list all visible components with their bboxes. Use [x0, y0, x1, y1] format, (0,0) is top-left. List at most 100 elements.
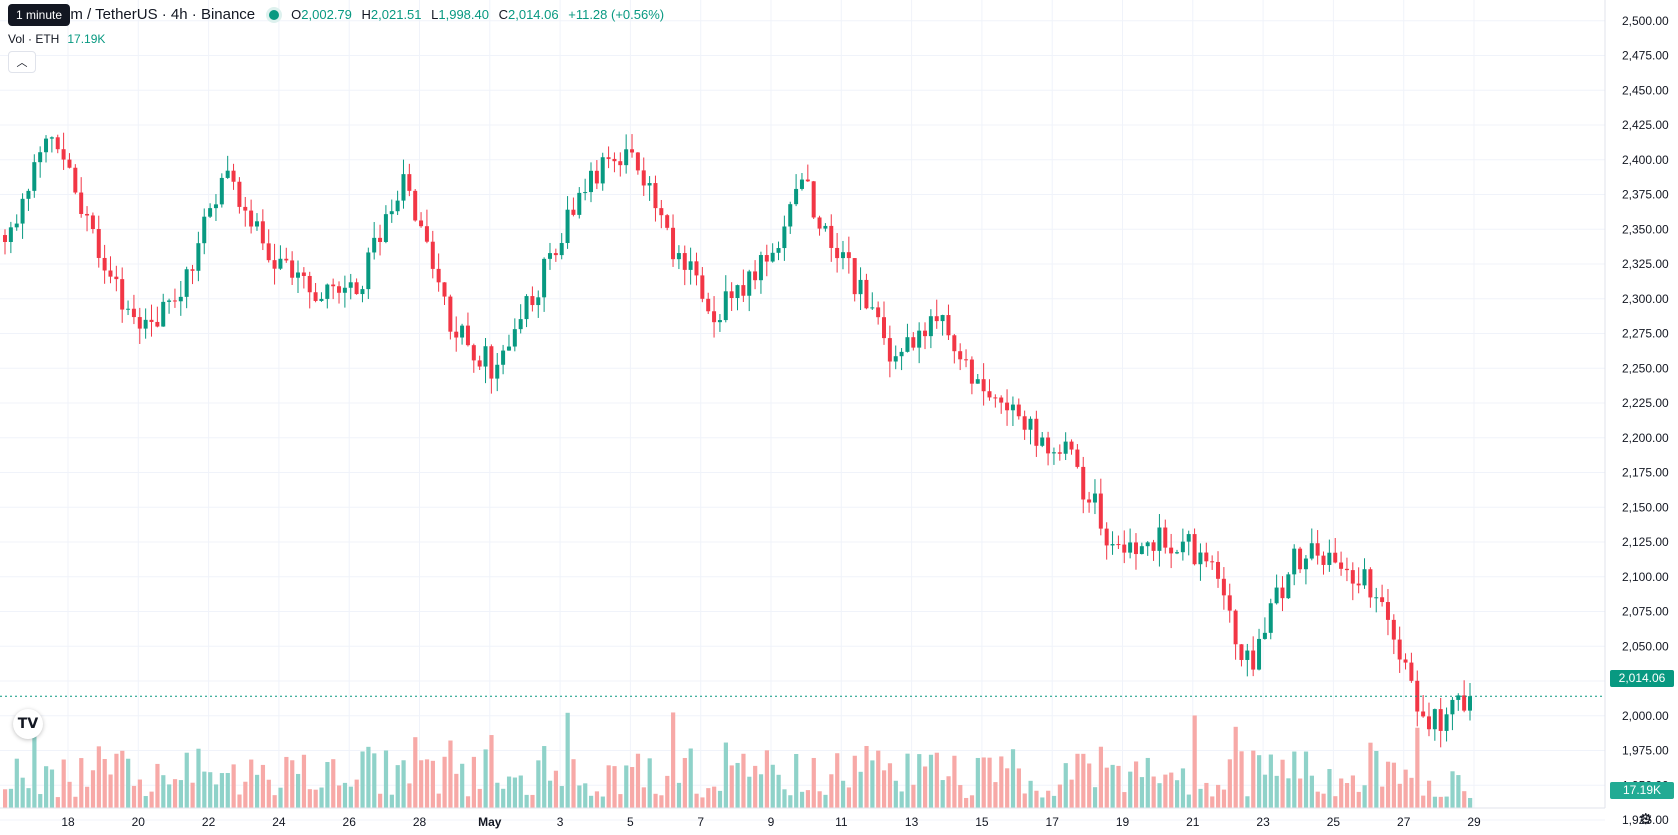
candle-body — [79, 192, 84, 214]
candle-body — [1350, 570, 1355, 584]
candle-body — [448, 296, 453, 332]
tradingview-logo-icon[interactable]: TV — [13, 709, 43, 739]
candle-body — [172, 300, 177, 302]
volume-bar — [729, 765, 734, 808]
candle-body — [67, 159, 72, 168]
volume-bar — [893, 780, 898, 808]
candle-body — [559, 243, 564, 256]
candle-body — [835, 247, 840, 259]
gear-icon[interactable]: ⚙ — [1639, 811, 1653, 828]
candle-body — [1362, 569, 1367, 586]
candle-body — [319, 298, 324, 301]
candle-body — [630, 149, 635, 153]
candle-body — [1368, 569, 1373, 598]
candle-body — [1233, 610, 1238, 645]
candle-body — [120, 279, 125, 310]
volume-bar — [501, 788, 506, 808]
volume-bar — [424, 759, 430, 808]
volume-bars — [3, 712, 1473, 808]
candle-body — [243, 206, 248, 211]
candle-body — [1286, 574, 1291, 599]
symbol-title[interactable]: um / TetherUS · 4h · Binance — [62, 6, 256, 23]
volume-bar — [14, 758, 19, 808]
volume-bar — [477, 788, 482, 808]
volume-bar — [753, 765, 758, 808]
candle-body — [518, 319, 523, 330]
candle-body — [536, 297, 541, 306]
candle-body — [342, 287, 347, 293]
candle-body — [360, 289, 365, 295]
price-tick-label: 2,425.00 — [1622, 118, 1669, 132]
volume-bar — [213, 784, 219, 808]
change-value: +11.28 (+0.56%) — [568, 7, 665, 22]
candle-body — [1180, 541, 1185, 553]
volume-bar — [518, 775, 523, 808]
volume-bar — [665, 775, 670, 808]
candle-body — [331, 284, 336, 287]
volume-bar — [1192, 715, 1197, 808]
volume-bar — [969, 795, 975, 808]
volume-bar — [1180, 768, 1186, 808]
candle-body — [530, 296, 535, 306]
candle-body — [296, 272, 300, 278]
candle-body — [454, 331, 459, 338]
volume-bar — [254, 774, 260, 808]
candle-body — [1268, 603, 1273, 633]
candle-body — [805, 179, 810, 182]
candle-body — [254, 221, 259, 227]
volume-bar — [49, 769, 55, 808]
candle-body — [61, 149, 66, 160]
candle-body — [1040, 437, 1045, 446]
candle-body — [799, 179, 804, 189]
volume-bar — [741, 753, 746, 808]
volume-bar — [202, 771, 207, 808]
candle-body — [1426, 716, 1431, 730]
volume-bar — [1128, 771, 1133, 808]
volume-bar — [899, 791, 904, 808]
market-status-icon — [269, 9, 280, 20]
candle-body — [589, 170, 593, 193]
volume-bar — [999, 756, 1004, 808]
volume-bar — [700, 797, 705, 808]
volume-legend[interactable]: Vol · ETH 17.19K — [8, 32, 105, 46]
candle-body — [108, 270, 113, 277]
volume-bar — [155, 763, 160, 808]
time-tick-label: 21 — [1186, 815, 1200, 829]
price-tick-label: 1,975.00 — [1622, 744, 1669, 758]
volume-bar — [38, 794, 43, 808]
candle-body — [706, 298, 711, 312]
candle-body — [1204, 552, 1209, 562]
collapse-legend-button[interactable]: ︿ — [8, 51, 36, 73]
candle-body — [337, 286, 342, 293]
interval-tooltip: 1 minute — [8, 4, 71, 26]
candle-body — [1016, 404, 1021, 417]
volume-bar — [682, 757, 687, 808]
candle-body — [565, 209, 570, 244]
volume-bar — [676, 782, 682, 808]
candle-body — [266, 243, 271, 261]
time-tick-label: 15 — [975, 815, 989, 829]
candle-body — [571, 209, 576, 215]
grid — [0, 0, 1605, 821]
candle-body — [917, 330, 922, 348]
volume-bar — [870, 760, 875, 808]
volume-bar — [641, 787, 646, 808]
candle-body — [577, 192, 582, 215]
price-tick-label: 2,000.00 — [1622, 709, 1669, 723]
candle-body — [1005, 402, 1010, 411]
volume-bar — [876, 750, 881, 808]
time-tick-label: 23 — [1256, 815, 1270, 829]
candle-body — [325, 284, 330, 299]
candle-body — [905, 337, 910, 352]
volume-bar — [852, 755, 857, 808]
time-tick-label: 17 — [1046, 815, 1060, 829]
volume-bar — [1069, 779, 1074, 808]
candle-body — [524, 296, 529, 320]
candle-body — [676, 253, 681, 260]
volume-bar — [102, 759, 107, 808]
volume-bar — [1444, 796, 1449, 808]
candle-body — [442, 282, 447, 297]
volume-bar — [465, 796, 471, 808]
volume-bar — [61, 759, 66, 808]
